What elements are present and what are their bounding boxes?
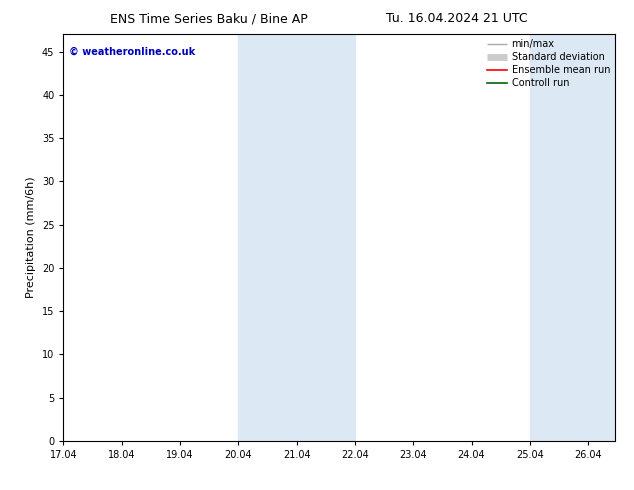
- Text: Tu. 16.04.2024 21 UTC: Tu. 16.04.2024 21 UTC: [385, 12, 527, 25]
- Y-axis label: Precipitation (mm/6h): Precipitation (mm/6h): [27, 177, 36, 298]
- Bar: [238, 34, 355, 441]
- Text: ENS Time Series Baku / Bine AP: ENS Time Series Baku / Bine AP: [110, 12, 308, 25]
- Legend: min/max, Standard deviation, Ensemble mean run, Controll run: min/max, Standard deviation, Ensemble me…: [484, 36, 613, 91]
- Text: © weatheronline.co.uk: © weatheronline.co.uk: [69, 47, 195, 56]
- Bar: [530, 34, 615, 441]
